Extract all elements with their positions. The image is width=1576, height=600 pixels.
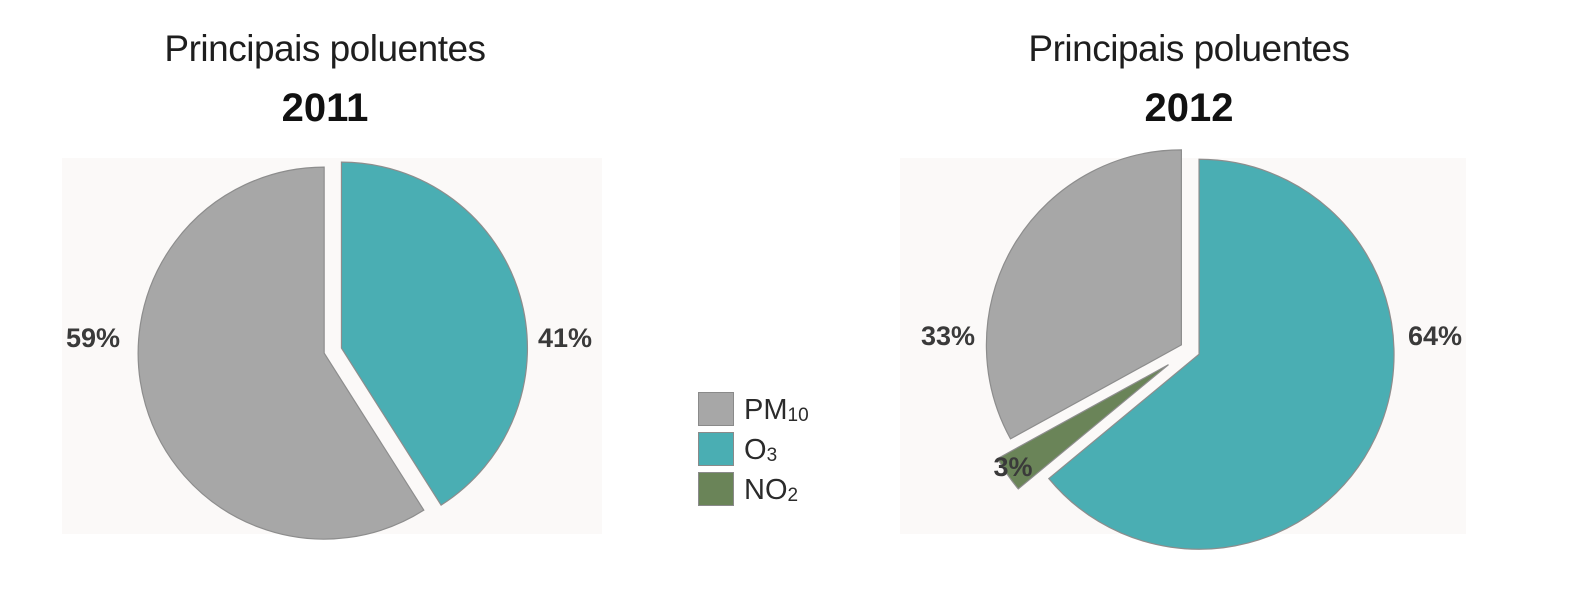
slice-label-pm10: 33% [921, 321, 975, 351]
chart-2011-year: 2011 [281, 86, 369, 130]
chart-2012-year: 2012 [1144, 86, 1234, 130]
slice-label-o3: 41% [538, 323, 592, 353]
chart-2012-title: Principais poluentes [1028, 28, 1350, 69]
slice-label-no2: 3% [993, 452, 1032, 482]
pie-slice-pm10 [985, 149, 1182, 440]
legend-swatch-o3 [698, 432, 734, 466]
pie-slice-pm10 [137, 166, 425, 540]
legend-swatch-pm10 [698, 392, 734, 426]
chart-2011-title: Principais poluentes [164, 28, 486, 69]
legend-label-pm10: PM10 [744, 394, 809, 426]
pie-slice-o3 [1047, 158, 1395, 550]
slice-label-o3: 64% [1408, 321, 1462, 351]
legend-label-no2: NO2 [744, 474, 799, 506]
pie-slice-o3 [340, 161, 529, 506]
slice-label-pm10: 59% [66, 323, 120, 353]
legend-swatch-no2 [698, 472, 734, 506]
pie-slice-no2 [996, 364, 1169, 490]
legend-label-o3: O3 [744, 434, 778, 466]
